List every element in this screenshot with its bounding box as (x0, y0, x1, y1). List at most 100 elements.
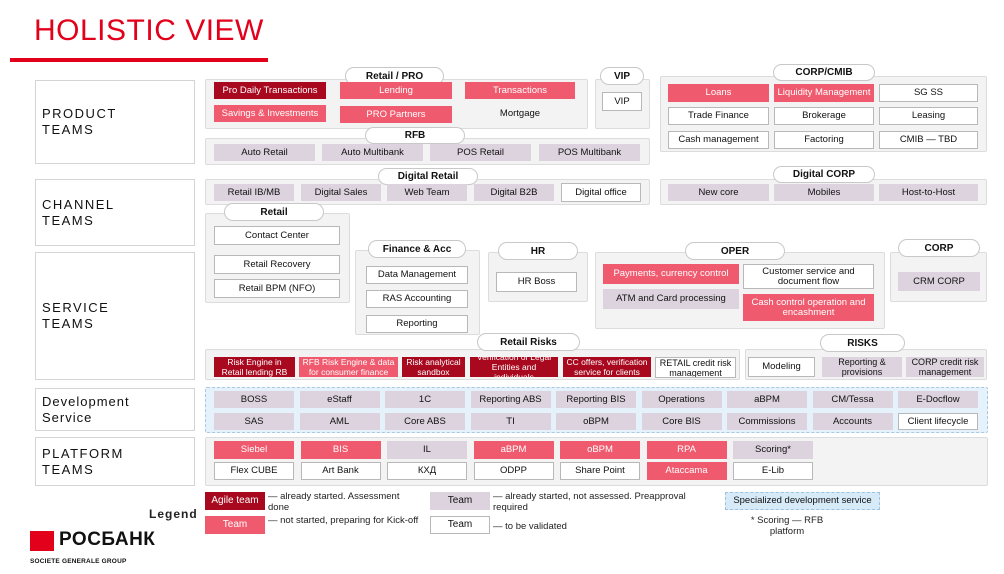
section-label-development: Development Service (35, 388, 195, 431)
platform-team-atacсama[interactable]: Atacсama (646, 462, 727, 480)
team-pos-retail[interactable]: POS Retail (430, 144, 531, 161)
dev-service-core-abs[interactable]: Core ABS (385, 413, 465, 430)
group-title-oper: OPER (685, 242, 785, 260)
dev-service-operations[interactable]: Operations (641, 391, 722, 408)
team-web-team[interactable]: Web Team (387, 184, 467, 201)
team-cmib-tbd[interactable]: CMIB — TBD (879, 131, 978, 149)
platform-team-e-lib[interactable]: E-Lib (733, 462, 813, 480)
team-atm-card-processing[interactable]: ATM and Card processing (603, 289, 739, 309)
dev-service-ti[interactable]: TI (470, 413, 551, 430)
platform-team-scoring[interactable]: Scoring* (733, 441, 813, 459)
team-hr-boss[interactable]: HR Boss (496, 272, 577, 292)
team-risk-engine-retail-lending[interactable]: Risk Engine in Retail lending RB (214, 357, 295, 377)
team-sg-ss[interactable]: SG SS (879, 84, 978, 102)
team-pos-multibank[interactable]: POS Multibank (539, 144, 640, 161)
team-customer-service-document-flow[interactable]: Customer service and document flow (743, 264, 874, 289)
legend-started-swatch: Team (430, 492, 490, 510)
dev-service-boss[interactable]: BOSS (214, 391, 294, 408)
group-title-hr: HR (498, 242, 578, 260)
platform-team-obpm[interactable]: oBPM (560, 441, 640, 459)
team-data-management[interactable]: Data Management (366, 266, 468, 284)
section-label-line: SERVICE (42, 300, 110, 315)
platform-team-odpp[interactable]: ODPP (473, 462, 554, 480)
dev-service-reporting-bis[interactable]: Reporting BIS (556, 391, 636, 408)
dev-service-cm-tessa[interactable]: CM/Tessa (812, 391, 893, 408)
team-pro-daily-transactions[interactable]: Pro Daily Transactions (214, 82, 326, 99)
team-risk-analytical-sandbox[interactable]: Risk analytical sandbox (402, 357, 465, 377)
title-underline (10, 58, 268, 62)
team-new-core[interactable]: New core (668, 184, 769, 201)
team-brokerage[interactable]: Brokerage (774, 107, 874, 125)
dev-service-abpm[interactable]: aBPM (727, 391, 807, 408)
team-retail-ib-mb[interactable]: Retail IB/MB (214, 184, 294, 201)
team-reporting[interactable]: Reporting (366, 315, 468, 333)
team-modeling[interactable]: Modeling (748, 357, 815, 377)
team-lending[interactable]: Lending (340, 82, 452, 99)
team-factoring[interactable]: Factoring (774, 131, 874, 149)
section-label-line: TEAMS (42, 461, 95, 477)
team-retail-bpm-nfo[interactable]: Retail BPM (NFO) (214, 279, 340, 298)
dev-service-core-bis[interactable]: Core BIS (641, 413, 722, 430)
team-retail-recovery[interactable]: Retail Recovery (214, 255, 340, 274)
team-verification-legal-entities[interactable]: Verification of Legal Entities and indiv… (470, 357, 558, 377)
legend-specialized-swatch: Specialized development service (725, 492, 880, 510)
team-digital-b2b[interactable]: Digital B2B (474, 184, 554, 201)
team-vip[interactable]: VIP (602, 92, 642, 111)
dev-service-e-docflow[interactable]: E-Docflow (898, 391, 978, 408)
section-label-line: CHANNEL (42, 196, 115, 212)
team-cash-control-encashment[interactable]: Cash control operation and encashment (743, 294, 874, 321)
platform-team-flex-cube[interactable]: Flex CUBE (214, 462, 294, 480)
section-label-service: SERVICE TEAMS (35, 252, 195, 380)
group-title-rfb: RFB (365, 127, 465, 144)
team-liquidity-management[interactable]: Liquidity Management (774, 84, 874, 102)
group-title-finance-acc: Finance & Acc (368, 240, 466, 258)
team-rfb-risk-engine[interactable]: RFB Risk Engine & data for consumer fina… (299, 357, 398, 377)
rosbank-logo-mark (30, 531, 54, 551)
logo-name: РОСБАНК (59, 529, 156, 550)
dev-service-accounts[interactable]: Accounts (812, 413, 893, 430)
dev-service-obpm[interactable]: oBPM (556, 413, 636, 430)
dev-service-aml[interactable]: AML (299, 413, 380, 430)
platform-team-siebel[interactable]: Siebel (214, 441, 294, 459)
team-auto-retail[interactable]: Auto Retail (214, 144, 315, 161)
dev-service-sas[interactable]: SAS (214, 413, 294, 430)
dev-service-client-lifecycle[interactable]: Client lifecycle (898, 413, 978, 430)
team-savings-investments[interactable]: Savings & Investments (214, 105, 326, 122)
team-mobiles[interactable]: Mobiles (774, 184, 874, 201)
section-label-line: Service (42, 409, 93, 425)
team-transactions[interactable]: Transactions (465, 82, 575, 99)
team-contact-center[interactable]: Contact Center (214, 226, 340, 245)
team-pro-partners[interactable]: PRO Partners (340, 106, 452, 123)
team-mortgage[interactable]: Mortgage (499, 107, 541, 119)
team-corp-credit-risk[interactable]: CORP credit risk management (906, 357, 984, 377)
team-cc-offers-verification[interactable]: CC offers, verification service for clie… (563, 357, 651, 377)
team-host-to-host[interactable]: Host-to-Host (879, 184, 978, 201)
platform-team-art-bank[interactable]: Art Bank (300, 462, 381, 480)
dev-service-commissions[interactable]: Commissions (727, 413, 807, 430)
team-ras-accounting[interactable]: RAS Accounting (366, 290, 468, 308)
group-title-risks: RISKS (820, 334, 905, 352)
team-retail-credit-risk[interactable]: RETAIL credit risk management (655, 357, 736, 378)
team-payments-currency-control[interactable]: Payments, currency control (603, 264, 739, 284)
dev-service-estaff[interactable]: eStaff (299, 391, 380, 408)
platform-team-кхд[interactable]: КХД (387, 462, 467, 480)
platform-team-abpm[interactable]: aBPM (473, 441, 554, 459)
team-trade-finance[interactable]: Trade Finance (668, 107, 769, 125)
section-label-product: PRODUCT TEAMS (35, 80, 195, 164)
dev-service-1c[interactable]: 1C (385, 391, 465, 408)
platform-team-rpa[interactable]: RPA (646, 441, 727, 459)
team-digital-office[interactable]: Digital office (561, 183, 641, 202)
legend-agile-team-swatch: Agile team (205, 492, 265, 510)
team-digital-sales[interactable]: Digital Sales (301, 184, 381, 201)
team-loans[interactable]: Loans (668, 84, 769, 102)
team-reporting-provisions[interactable]: Reporting & provisions (822, 357, 902, 377)
platform-team-share-point[interactable]: Share Point (560, 462, 640, 480)
group-title-digital-retail: Digital Retail (378, 168, 478, 185)
team-leasing[interactable]: Leasing (879, 107, 978, 125)
dev-service-reporting-abs[interactable]: Reporting ABS (470, 391, 551, 408)
platform-team-bis[interactable]: BIS (300, 441, 381, 459)
platform-team-il[interactable]: IL (387, 441, 467, 459)
team-crm-corp[interactable]: CRM CORP (898, 272, 980, 291)
team-cash-management[interactable]: Cash management (668, 131, 769, 149)
team-auto-multibank[interactable]: Auto Multibank (322, 144, 423, 161)
